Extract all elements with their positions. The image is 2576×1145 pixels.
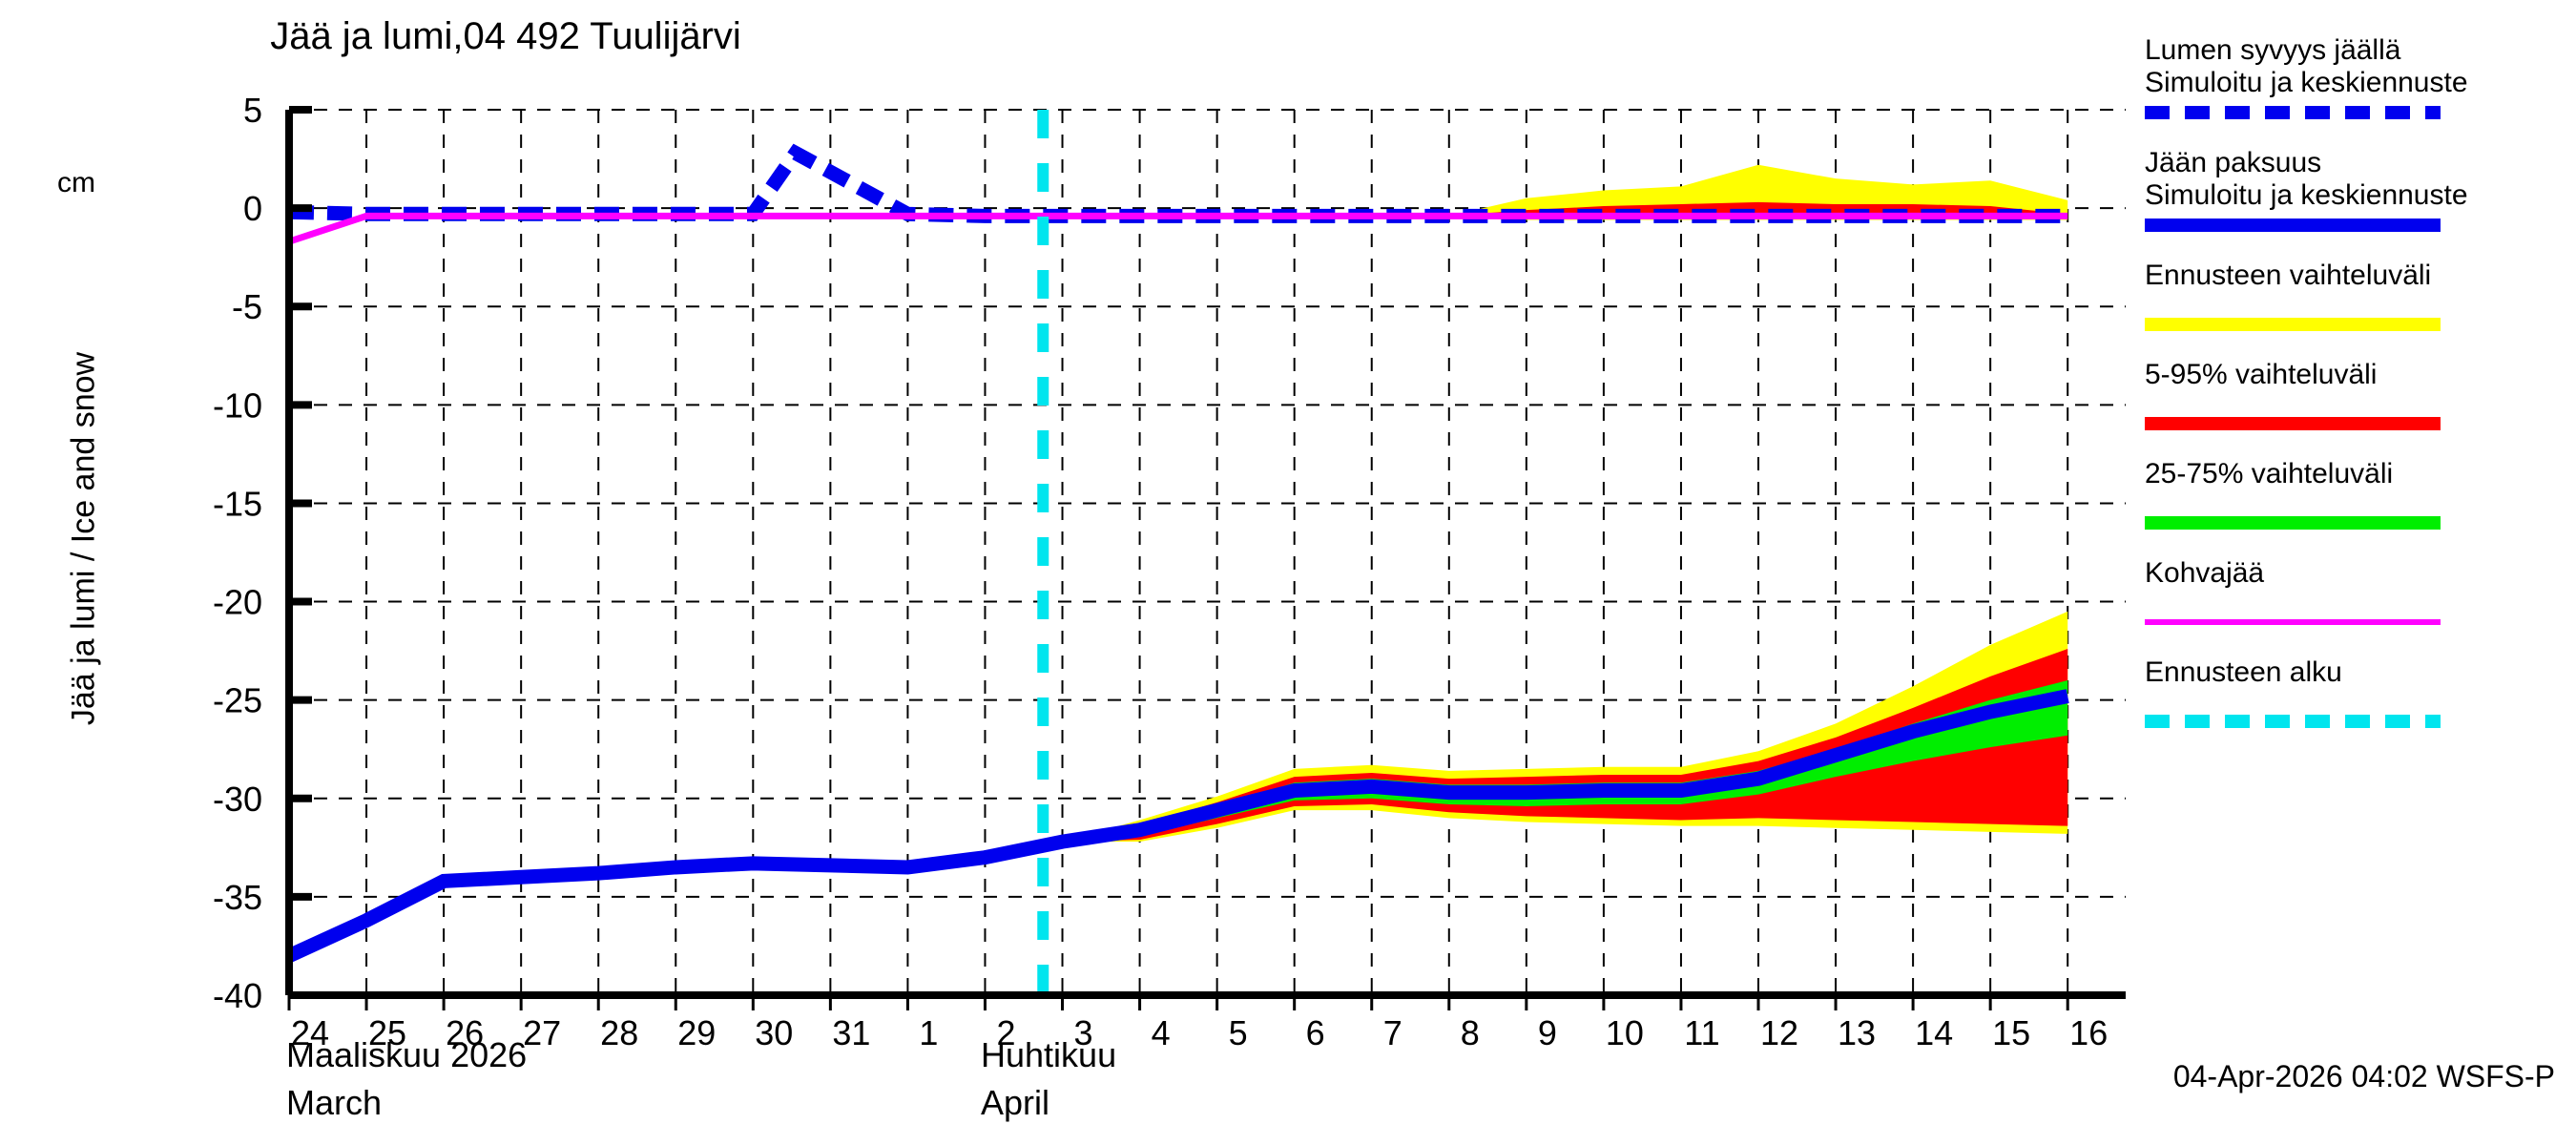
x-tick-label: 13 [1838, 1013, 1876, 1052]
legend-item-title: 5-95% vaihteluväli [2145, 359, 2377, 390]
x-tick-label: 1 [919, 1013, 938, 1052]
y-tick-label: -30 [213, 780, 262, 819]
x-tick-label: 26 [446, 1013, 484, 1052]
footer-timestamp: 04-Apr-2026 04:02 WSFS-P [2172, 1059, 2555, 1093]
y-tick-label: 5 [243, 91, 262, 130]
page-title: Jää ja lumi,04 492 Tuulijärvi [270, 15, 741, 57]
y-axis-unit: cm [57, 167, 95, 198]
legend-item-title: Lumen syvyys jäällä [2145, 34, 2401, 66]
x-tick-label: 30 [755, 1013, 793, 1052]
x-tick-label: 27 [523, 1013, 561, 1052]
legend-item-subtitle: Simuloitu ja keskiennuste [2145, 67, 2468, 98]
x-tick-label: 11 [1684, 1013, 1719, 1052]
y-tick-label: -20 [213, 583, 262, 622]
legend-item-title: 25-75% vaihteluväli [2145, 458, 2393, 489]
y-axis-title: Jää ja lumi / Ice and snow [65, 351, 102, 726]
x-tick-label: 24 [291, 1013, 329, 1052]
x-tick-label: 28 [600, 1013, 638, 1052]
x-tick-label: 9 [1538, 1013, 1557, 1052]
y-tick-label: -15 [213, 484, 262, 523]
series-layer [285, 143, 2069, 963]
x-tick-label: 16 [2069, 1013, 2108, 1052]
x-tick-label: 7 [1383, 1013, 1402, 1052]
y-tick-label: -40 [213, 976, 262, 1015]
legend-item-subtitle: Simuloitu ja keskiennuste [2145, 179, 2468, 211]
month-label-april-fi: Huhtikuu [981, 1035, 1117, 1074]
legend-item-title: Jään paksuus [2145, 147, 2321, 178]
x-tick-label: 2 [996, 1013, 1015, 1052]
grid-layer [288, 109, 2126, 996]
x-tick-label: 4 [1152, 1013, 1171, 1052]
y-tick-label: -5 [232, 287, 262, 326]
x-tick-label: 29 [677, 1013, 716, 1052]
x-tick-label: 5 [1229, 1013, 1248, 1052]
x-tick-label: 14 [1915, 1013, 1953, 1052]
x-tick-label: 25 [368, 1013, 406, 1052]
axis-layer [285, 106, 2126, 1010]
x-tick-label: 12 [1760, 1013, 1798, 1052]
legend-item-title: Ennusteen alku [2145, 656, 2342, 688]
x-tick-label: 3 [1074, 1013, 1093, 1052]
month-label-march-fi: Maaliskuu 2026 [286, 1035, 528, 1074]
month-label-march-en: March [286, 1083, 383, 1122]
y-tick-label: 0 [243, 189, 262, 228]
y-tick-label: -25 [213, 681, 262, 720]
y-tick-label: -35 [213, 878, 262, 917]
legend-item-title: Kohvajää [2145, 557, 2264, 589]
month-label-april-en: April [981, 1083, 1050, 1122]
x-tick-label: 10 [1606, 1013, 1644, 1052]
x-tick-label: 6 [1306, 1013, 1325, 1052]
x-tick-label: 31 [832, 1013, 870, 1052]
x-tick-label: 8 [1461, 1013, 1480, 1052]
x-tick-label: 15 [1992, 1013, 2030, 1052]
y-tick-label: -10 [213, 385, 262, 425]
legend-item-title: Ennusteen vaihteluväli [2145, 260, 2431, 291]
